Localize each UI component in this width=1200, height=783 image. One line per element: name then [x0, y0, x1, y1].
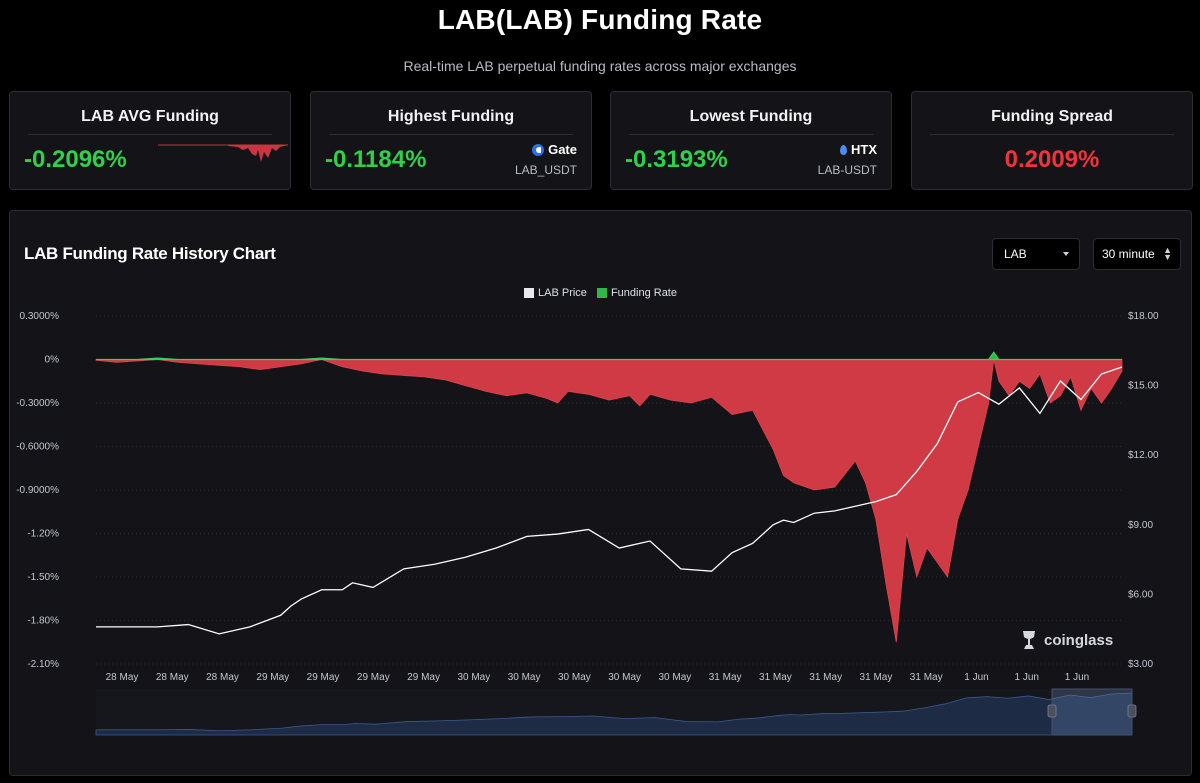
range-navigator — [95, 688, 1137, 736]
x-tick-label: 31 May — [759, 672, 792, 683]
x-tick-label: 1 Jun — [1065, 672, 1089, 683]
lab-price-series — [96, 366, 1123, 635]
gate-logo-icon — [532, 143, 545, 156]
right-tick-label: $15.00 — [1128, 381, 1159, 392]
left-tick-label: -0.6000% — [16, 442, 59, 453]
x-tick-label: 28 May — [156, 672, 189, 683]
legend-swatch-price — [524, 288, 535, 298]
x-axis-ticks: 28 May 28 May 28 May 29 May 29 May 29 May 29 M… — [106, 672, 1090, 683]
left-tick-label: 0% — [45, 355, 60, 366]
right-tick-label: $9.00 — [1128, 520, 1153, 531]
highest-funding-title: Highest Funding — [387, 108, 515, 125]
x-tick-label: 30 May — [508, 672, 541, 683]
right-tick-label: $18.00 — [1128, 311, 1159, 322]
funding-spread-value: 0.2009% — [1004, 146, 1100, 173]
x-tick-label: 29 May — [307, 672, 340, 683]
funding-rate-series — [95, 351, 1123, 643]
highest-exchange-pair: LAB_USDT — [514, 163, 577, 177]
avg-funding-sparkline — [158, 144, 288, 162]
x-tick-label: 1 Jun — [964, 672, 988, 683]
card-divider — [930, 134, 1174, 135]
page-subtitle: Real-time LAB perpetual funding rates ac… — [403, 58, 797, 74]
funding-rate-positive-area — [96, 351, 1122, 361]
navigator-selection — [1051, 688, 1133, 736]
left-axis-ticks: 0.3000% 0% -0.3000% -0.6000% -0.9000% -1.20% -… — [16, 311, 59, 670]
x-tick-label: 30 May — [608, 672, 641, 683]
x-tick-label: 31 May — [709, 672, 742, 683]
x-tick-label: 31 May — [860, 672, 893, 683]
watermark-text: coinglass — [1044, 631, 1114, 649]
card-divider — [329, 134, 573, 135]
x-tick-label: 31 May — [910, 672, 943, 683]
x-tick-label: 1 Jun — [1015, 672, 1039, 683]
left-tick-label: -1.20% — [27, 529, 59, 540]
x-tick-label: 30 May — [457, 672, 490, 683]
x-tick-label: 30 May — [558, 672, 591, 683]
left-tick-label: -2.10% — [27, 659, 59, 670]
lowest-exchange[interactable]: HTX LAB-USDT — [818, 142, 877, 177]
avg-funding-card: LAB AVG Funding -0.2096% — [9, 91, 291, 190]
avg-funding-value: -0.2096% — [24, 146, 127, 173]
legend-swatch-funding — [596, 288, 607, 298]
x-tick-label: 29 May — [357, 672, 390, 683]
left-tick-label: -0.3000% — [16, 398, 59, 409]
chart-title: LAB Funding Rate History Chart — [24, 244, 276, 263]
funding-history-panel: 0.3000% 0% -0.3000% -0.6000% -0.9000% -1.20% -… — [9, 210, 1192, 776]
lowest-funding-card: Lowest Funding -0.3193% HTX LAB-USDT — [610, 91, 892, 190]
lab-price-line — [96, 366, 1123, 635]
right-tick-label: $6.00 — [1128, 589, 1153, 600]
legend-item-funding[interactable]: Funding Rate — [596, 287, 677, 299]
avg-funding-title: LAB AVG Funding — [81, 108, 219, 125]
highest-exchange[interactable]: Gate LAB_USDT — [515, 142, 577, 177]
left-tick-label: -1.80% — [27, 616, 59, 627]
left-tick-label: -0.9000% — [16, 485, 59, 496]
navigator-handle — [1047, 704, 1057, 718]
highest-funding-card: Highest Funding -0.1184% Gate LAB_USDT — [310, 91, 592, 190]
navigator-handle — [1127, 704, 1137, 718]
updown-chevron-icon: ▲ ▼ — [1163, 245, 1172, 262]
x-tick-label: 31 May — [809, 672, 842, 683]
lowest-funding-title: Lowest Funding — [689, 108, 813, 125]
chart-legend: LAB Price Funding Rate — [10, 287, 1191, 299]
interval-select[interactable]: 30 minute ▲ ▼ — [1093, 238, 1181, 270]
coin-select[interactable]: LAB — [992, 238, 1080, 270]
x-tick-label: 30 May — [658, 672, 691, 683]
legend-item-price[interactable]: LAB Price — [524, 287, 587, 299]
htx-logo-icon — [840, 144, 847, 155]
legend-label-price: LAB Price — [538, 287, 587, 299]
coinglass-watermark: coinglass — [1020, 629, 1113, 651]
funding-rate-negative-area — [95, 359, 1123, 643]
legend-label-funding: Funding Rate — [610, 287, 677, 299]
right-tick-label: $12.00 — [1128, 450, 1159, 461]
x-tick-label: 28 May — [106, 672, 139, 683]
x-tick-label: 28 May — [206, 672, 239, 683]
interval-select-value: 30 minute — [1102, 247, 1155, 261]
right-tick-label: $3.00 — [1128, 659, 1153, 670]
right-axis-ticks: $18.00 $15.00 $12.00 $9.00 $6.00 $3.00 — [1128, 311, 1159, 670]
funding-spread-title: Funding Spread — [991, 108, 1113, 125]
card-divider — [629, 134, 873, 135]
left-tick-label: -1.50% — [27, 572, 59, 583]
lowest-exchange-name: HTX — [851, 142, 877, 157]
funding-history-chart[interactable]: 0.3000% 0% -0.3000% -0.6000% -0.9000% -1.20% -… — [10, 211, 1193, 777]
lowest-exchange-pair: LAB-USDT — [817, 163, 877, 177]
left-tick-label: 0.3000% — [20, 311, 60, 322]
coinglass-logo-icon — [1023, 631, 1035, 649]
chevron-down-icon — [1063, 252, 1069, 256]
navigator-area — [95, 692, 1133, 736]
highest-funding-value: -0.1184% — [325, 146, 427, 173]
x-tick-label: 29 May — [407, 672, 440, 683]
card-divider — [28, 134, 272, 135]
lowest-funding-value: -0.3193% — [625, 146, 728, 173]
page-title: LAB(LAB) Funding Rate — [437, 4, 763, 35]
x-tick-label: 29 May — [256, 672, 289, 683]
coin-select-value: LAB — [1004, 247, 1027, 261]
highest-exchange-name: Gate — [548, 142, 577, 157]
funding-spread-card: Funding Spread 0.2009% — [911, 91, 1193, 190]
